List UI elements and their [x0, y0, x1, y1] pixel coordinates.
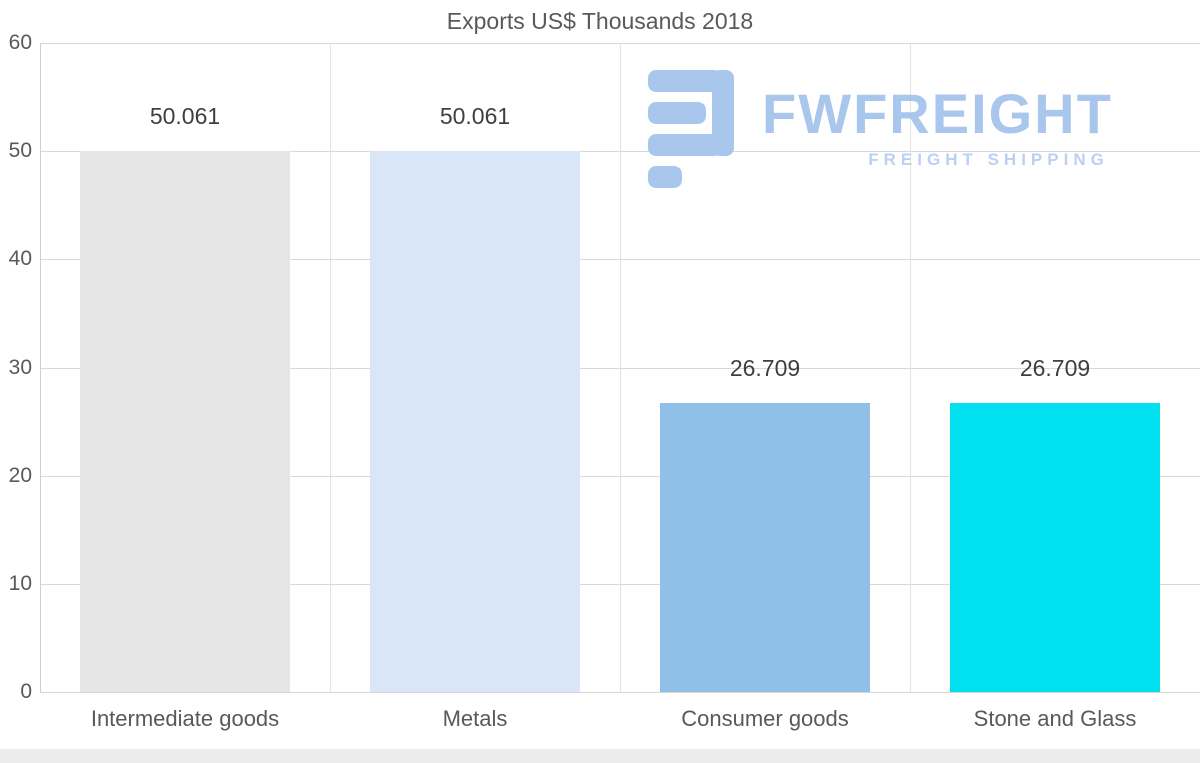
bar	[370, 150, 580, 692]
x-category-label: Consumer goods	[681, 706, 849, 731]
bar	[660, 403, 870, 692]
gridline-vertical	[620, 43, 621, 692]
y-axis-tick-label: 10	[8, 571, 32, 595]
brand-text-block: FWFREIGHT FREIGHT SHIPPING	[762, 70, 1113, 170]
bar-value-label: 50.061	[439, 102, 511, 129]
gridline-vertical	[330, 43, 331, 692]
x-category-label: Intermediate goods	[90, 706, 280, 731]
bar	[80, 150, 290, 692]
bar	[950, 403, 1160, 692]
y-axis-tick-label: 0	[20, 680, 32, 703]
bar-value-label: 26.709	[1019, 355, 1091, 382]
chart-title: Exports US$ Thousands 2018	[446, 8, 754, 34]
y-axis-tick-label: 60	[8, 31, 32, 54]
brand-name: FWFREIGHT	[762, 82, 1113, 145]
bar-value-label: 26.709	[729, 355, 801, 382]
y-axis-tick-label: 50	[8, 139, 32, 163]
x-category-label: Stone and Glass	[973, 706, 1137, 731]
bar-value-label: 50.061	[149, 102, 221, 129]
y-axis-line	[40, 43, 41, 692]
y-axis-tick-label: 30	[8, 355, 32, 379]
brand-watermark: FWFREIGHT FREIGHT SHIPPING	[648, 70, 1113, 188]
y-axis-tick-label: 20	[8, 463, 32, 487]
gridline-horizontal	[40, 692, 1200, 693]
gridline-vertical	[910, 43, 911, 692]
brand-logo-icon	[648, 70, 734, 188]
brand-tagline: FREIGHT SHIPPING	[868, 150, 1109, 169]
x-category-label: Metals	[442, 706, 508, 731]
horizontal-scrollbar-track[interactable]	[0, 749, 1200, 763]
y-axis-tick-label: 40	[8, 247, 32, 271]
